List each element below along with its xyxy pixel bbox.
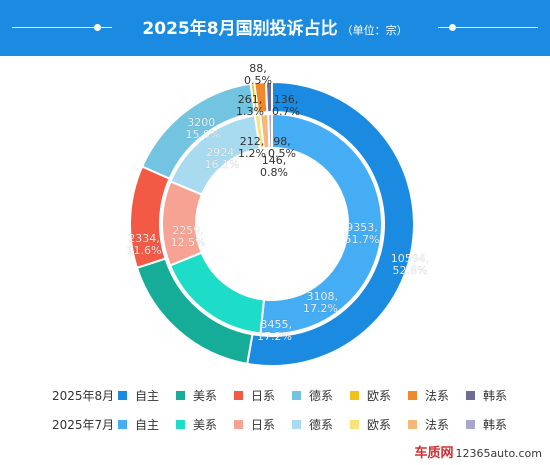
data-label-inner-美系: 3108, 17.2% <box>303 290 338 315</box>
legend-item-美系: 美系 <box>176 416 217 433</box>
legend-item-label: 法系 <box>425 418 450 432</box>
legend-swatch <box>408 420 417 429</box>
legend-item-德系: 德系 <box>292 387 333 404</box>
legend-item-label: 自主 <box>135 389 160 403</box>
data-label-outer-韩系: 136, 0.7% <box>272 93 300 118</box>
legend-item-label: 欧系 <box>367 418 392 432</box>
data-label-inner-韩系: 98, 0.5% <box>268 135 296 160</box>
data-label-outer-美系: 3455, 17.2% <box>257 318 292 343</box>
legend-item-自主: 自主 <box>118 387 159 404</box>
banner-dot-right <box>449 24 456 31</box>
banner-rule-left <box>12 27 112 28</box>
legend-item-label: 德系 <box>309 389 334 403</box>
legend-swatch <box>176 391 185 400</box>
slice-outer-自主 <box>246 80 415 367</box>
data-label-inner-德系: 2924, 16.1% <box>205 146 240 171</box>
slice-inner-自主 <box>259 112 383 335</box>
legend-swatch <box>292 420 301 429</box>
legend-series-label: 2025年8月 <box>52 389 115 403</box>
legend-item-label: 法系 <box>425 389 450 403</box>
legend-swatch <box>466 420 475 429</box>
data-label-outer-法系: 261, 1.3% <box>236 93 264 118</box>
legend-row-jul: 2025年7月 自主 美系 日系 德系 欧系 法系 韩系 <box>0 414 550 434</box>
watermark-brand: 车质网 <box>414 446 454 461</box>
data-label-inner-日系: 2259, 12.5% <box>171 224 206 249</box>
legend-swatch <box>234 391 243 400</box>
legend-swatch <box>466 391 475 400</box>
legend-swatch <box>408 391 417 400</box>
legend-series-label: 2025年7月 <box>52 418 115 432</box>
data-label-inner-欧系: 146, 0.8% <box>260 154 288 179</box>
legend-swatch <box>118 420 127 429</box>
legend-item-label: 日系 <box>251 389 276 403</box>
legend-row-aug: 2025年8月 自主 美系 日系 德系 欧系 法系 韩系 <box>0 385 550 405</box>
legend-item-label: 自主 <box>135 418 160 432</box>
legend-swatch <box>350 391 359 400</box>
legend-item-韩系: 韩系 <box>466 416 507 433</box>
legend-item-欧系: 欧系 <box>350 387 391 404</box>
legend-item-自主: 自主 <box>118 416 159 433</box>
legend-item-label: 美系 <box>193 418 218 432</box>
legend-item-韩系: 韩系 <box>466 387 507 404</box>
data-label-outer-自主: 10594, 52.8% <box>391 252 430 277</box>
data-label-inner-自主: 9353, 51.7% <box>345 221 380 246</box>
legend-item-label: 美系 <box>193 389 218 403</box>
chart-unit: （单位：宗） <box>341 24 408 37</box>
data-label-outer-欧系: 88, 0.5% <box>244 62 272 87</box>
title-wrap: 2025年8月国别投诉占比 （单位：宗） <box>0 14 550 39</box>
legend-item-法系: 法系 <box>408 387 449 404</box>
slice-inner-韩系 <box>267 112 273 150</box>
watermark-url: 12365auto.com <box>455 447 542 460</box>
data-label-inner-法系: 212, 1.2% <box>238 135 266 160</box>
legend-item-日系: 日系 <box>234 416 275 433</box>
donut-chart: 10594, 52.8% 3455, 17.2% 2334, 11.6% 3200, 15.9… <box>126 62 430 367</box>
slice-outer-韩系 <box>264 80 273 114</box>
legend-swatch <box>292 391 301 400</box>
legend-swatch <box>350 420 359 429</box>
legend-item-label: 日系 <box>251 418 276 432</box>
banner-dot-left <box>94 24 101 31</box>
legend-item-美系: 美系 <box>176 387 217 404</box>
legend-item-label: 欧系 <box>367 389 392 403</box>
legend-swatch <box>234 420 243 429</box>
chart-title: 2025年8月国别投诉占比 <box>142 19 338 39</box>
legend-item-欧系: 欧系 <box>350 416 391 433</box>
legend-item-日系: 日系 <box>234 387 275 404</box>
watermark: 车质网 12365auto.com <box>414 442 542 461</box>
legend-item-label: 韩系 <box>483 418 508 432</box>
legend-swatch <box>118 391 127 400</box>
legend-item-法系: 法系 <box>408 416 449 433</box>
legend-swatch <box>176 420 185 429</box>
data-label-outer-德系: 3200, 15.9% <box>186 116 221 141</box>
banner-rule-right <box>438 27 538 28</box>
title-banner: 2025年8月国别投诉占比 （单位：宗） <box>0 0 550 56</box>
legend-item-label: 韩系 <box>483 389 508 403</box>
data-label-outer-日系: 2334, 11.6% <box>127 232 162 257</box>
legend-item-德系: 德系 <box>292 416 333 433</box>
legend-item-label: 德系 <box>309 418 334 432</box>
